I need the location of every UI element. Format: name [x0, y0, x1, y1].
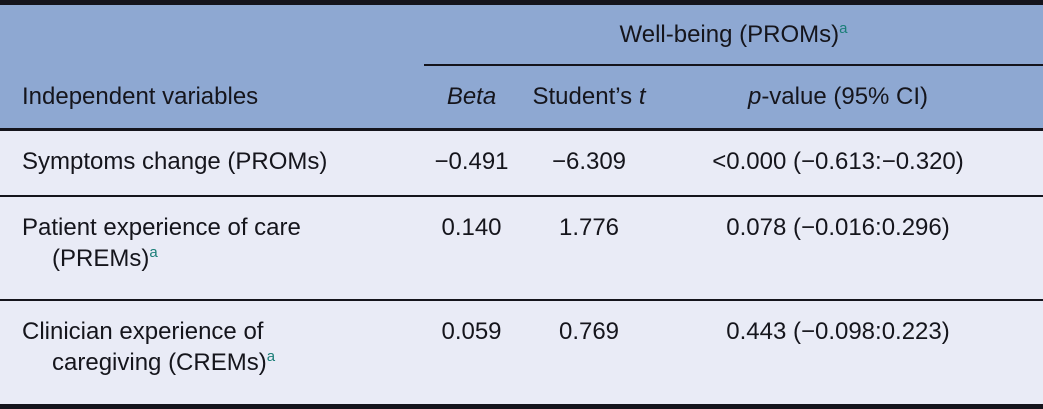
col-header-independent-variables: Independent variables	[0, 65, 424, 131]
table-row: Clinician experience of caregiving (CREM…	[0, 298, 1043, 404]
p-value-cell: 0.443 (−0.098:0.223)	[659, 298, 1043, 404]
variable-cell: Clinician experience of caregiving (CREM…	[0, 298, 424, 404]
variable-cell: Patient experience of care (PREMs)a	[0, 194, 424, 300]
p-value-cell: 0.078 (−0.016:0.296)	[659, 194, 1043, 300]
student-t-cell: 1.776	[519, 194, 659, 300]
beta-cell: 0.059	[424, 298, 519, 404]
beta-cell: 0.140	[424, 194, 519, 300]
corner-cell	[0, 5, 424, 65]
span-header-cell: Well-being (PROMs)a	[424, 5, 1043, 66]
table-row: Patient experience of care (PREMs)a 0.14…	[0, 194, 1043, 300]
table-row: Symptoms change (PROMs) −0.491 −6.309 <0…	[0, 129, 1043, 196]
span-header-row: Well-being (PROMs)a	[0, 5, 1043, 66]
p-value-cell: <0.000 (−0.613:−0.320)	[712, 147, 964, 175]
col-header-p-value: p-value (95% CI)	[659, 65, 1043, 131]
col-header-students-t: Student’s t	[519, 65, 659, 131]
variable-cell: Symptoms change (PROMs)	[22, 147, 328, 175]
span-header-superscript: a	[839, 19, 848, 37]
student-t-cell: 0.769	[519, 298, 659, 404]
student-t-cell: −6.309	[551, 147, 627, 175]
results-table: Well-being (PROMs)a Independent variable…	[0, 5, 1043, 404]
beta-cell: −0.491	[434, 147, 509, 175]
column-header-row: Independent variables Beta Student’s t p…	[0, 65, 1043, 131]
col-header-beta: Beta	[424, 65, 519, 131]
variable-superscript: a	[149, 243, 158, 261]
span-header-label: Well-being (PROMs)	[619, 20, 840, 48]
variable-superscript: a	[266, 348, 276, 365]
